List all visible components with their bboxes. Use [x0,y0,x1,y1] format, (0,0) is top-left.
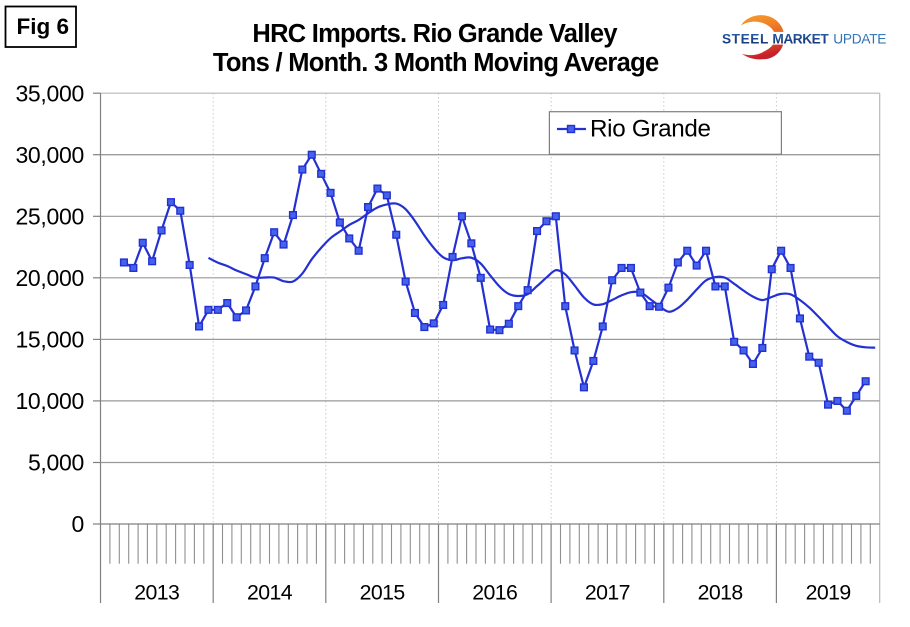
svg-text:15,000: 15,000 [15,327,84,353]
svg-text:2015: 2015 [360,581,405,605]
svg-text:2014: 2014 [247,581,293,605]
svg-text:25,000: 25,000 [15,204,84,230]
svg-text:2018: 2018 [698,581,743,605]
svg-text:2019: 2019 [806,581,851,605]
svg-text:2013: 2013 [134,581,179,605]
svg-text:2016: 2016 [472,581,517,605]
svg-text:5,000: 5,000 [28,450,84,476]
svg-text:HRC Imports. Rio Grande Valley: HRC Imports. Rio Grande Valley [252,20,618,48]
svg-text:UPDATE: UPDATE [833,32,886,47]
svg-text:STEEL: STEEL [722,32,769,47]
svg-text:20,000: 20,000 [15,265,84,291]
svg-text:Fig 6: Fig 6 [17,14,70,39]
svg-text:2017: 2017 [585,581,630,605]
svg-text:35,000: 35,000 [15,80,84,106]
svg-text:0: 0 [72,511,85,537]
svg-text:MARKET: MARKET [772,32,829,47]
svg-text:10,000: 10,000 [15,388,84,414]
svg-text:30,000: 30,000 [15,142,84,168]
svg-text:Rio Grande: Rio Grande [590,116,711,143]
svg-text:Tons / Month. 3 Month Moving A: Tons / Month. 3 Month Moving Average [213,49,659,77]
